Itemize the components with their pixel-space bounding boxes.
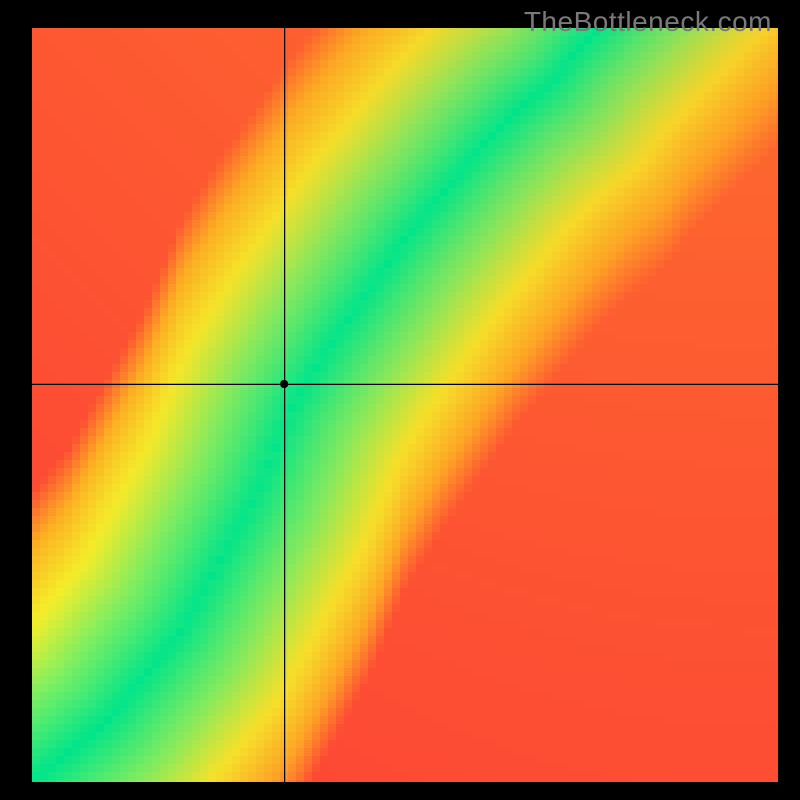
- root: TheBottleneck.com: [0, 0, 800, 800]
- watermark-text: TheBottleneck.com: [524, 6, 772, 38]
- heatmap-canvas: [0, 0, 800, 800]
